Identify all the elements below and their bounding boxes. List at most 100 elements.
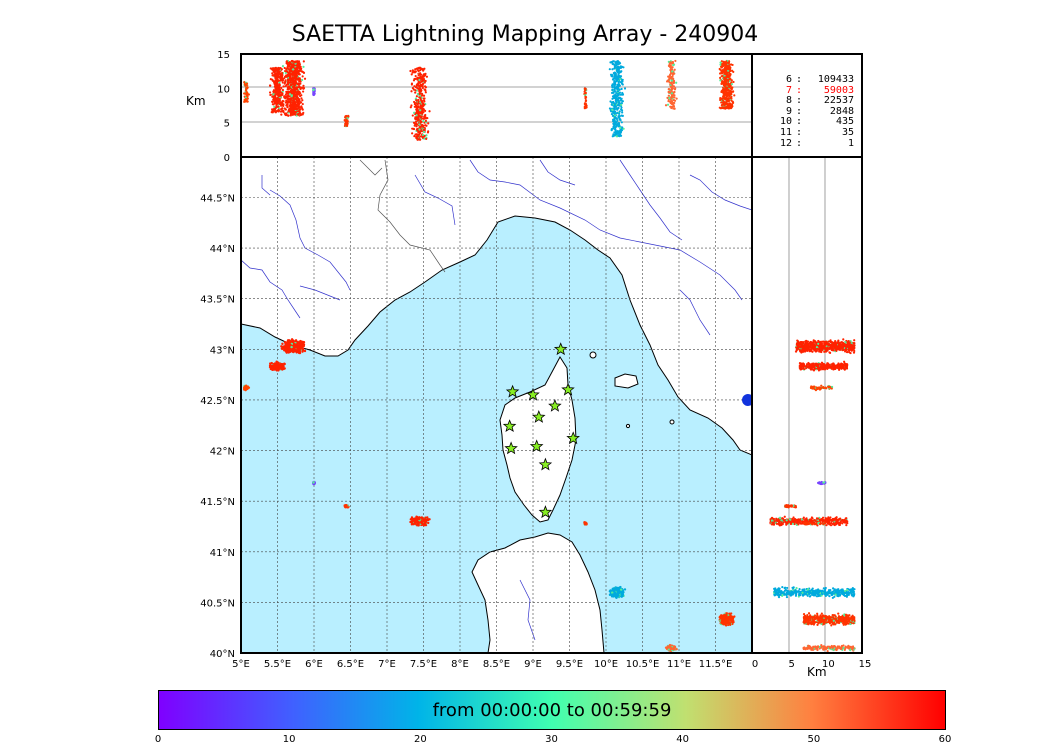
lightning-source	[416, 128, 419, 131]
lightning-source	[294, 106, 297, 109]
lightning-source	[282, 85, 285, 88]
lightning-source	[621, 93, 625, 96]
lightning-source	[610, 127, 613, 131]
map-panel[interactable]	[241, 157, 754, 653]
lightning-source	[295, 74, 298, 78]
lightning-source	[347, 114, 350, 117]
lightning-source	[620, 593, 623, 597]
lightning-source	[422, 99, 426, 102]
lightning-source	[274, 90, 277, 93]
lightning-source	[614, 73, 617, 76]
lightning-source	[270, 361, 273, 365]
lightning-source	[732, 620, 735, 624]
lightning-source	[667, 90, 670, 94]
lightning-source	[418, 128, 421, 131]
lightning-source	[620, 99, 623, 102]
lightning-source	[299, 87, 302, 90]
lightning-source	[617, 101, 621, 104]
lightning-source	[584, 105, 587, 108]
lightning-source	[300, 78, 304, 82]
lightning-source	[419, 109, 422, 112]
lightning-source	[613, 119, 617, 123]
lightning-source	[667, 80, 670, 83]
lightning-source	[615, 78, 619, 81]
lightning-source	[296, 97, 299, 100]
lightning-source	[291, 73, 295, 76]
lightning-source	[414, 91, 417, 94]
lightning-source	[420, 84, 423, 88]
lightning-source	[422, 124, 425, 127]
lightning-source	[422, 103, 425, 106]
altitude-lon-panel[interactable]	[240, 53, 753, 158]
lightning-source	[292, 101, 295, 104]
lightning-source	[292, 64, 295, 67]
lightning-source	[729, 618, 733, 621]
lightning-source	[416, 92, 419, 96]
lightning-source	[277, 74, 280, 78]
lightning-source	[421, 136, 424, 139]
lightning-source	[426, 131, 430, 134]
lightning-source	[413, 101, 416, 104]
lightning-source	[617, 103, 620, 106]
lightning-source	[298, 80, 301, 83]
lightning-source	[279, 110, 283, 113]
lightning-source	[410, 523, 414, 526]
lightning-source	[623, 87, 627, 90]
lightning-source	[289, 84, 292, 87]
lightning-source	[285, 68, 288, 71]
lightning-source	[618, 91, 622, 94]
lightning-source	[421, 522, 424, 525]
lightning-source	[730, 83, 734, 86]
lightning-source	[615, 135, 618, 138]
lightning-source	[285, 60, 288, 63]
lightning-source	[671, 66, 674, 69]
lightning-source	[273, 73, 276, 76]
lightning-source	[670, 79, 673, 82]
lightning-source	[622, 127, 625, 130]
lightning-source	[283, 367, 286, 370]
lightning-source	[621, 80, 624, 83]
lightning-source	[244, 100, 247, 103]
lightning-source	[612, 72, 615, 75]
lightning-source	[413, 85, 416, 88]
lightning-source	[584, 89, 587, 92]
lightning-source	[611, 86, 614, 89]
lightning-source	[421, 108, 425, 111]
lightning-source	[274, 67, 277, 70]
lightning-source	[615, 101, 618, 104]
lightning-source	[278, 83, 281, 86]
lightning-source	[290, 92, 293, 95]
lightning-source	[280, 367, 284, 370]
lightning-source	[297, 60, 301, 63]
lightning-source	[290, 95, 293, 98]
lightning-source	[614, 110, 617, 113]
lightning-source	[302, 60, 305, 63]
lightning-source	[293, 75, 296, 78]
lightning-source	[614, 61, 617, 64]
lightning-source	[414, 97, 417, 100]
lightning-source	[615, 99, 618, 103]
lightning-source	[421, 133, 425, 137]
lightning-source	[286, 79, 290, 82]
lightning-source	[281, 65, 285, 68]
lightning-source	[294, 70, 297, 73]
lightning-source	[725, 614, 728, 617]
lightning-source	[303, 77, 307, 80]
lightning-source	[288, 87, 292, 90]
lightning-source	[423, 117, 427, 120]
lightning-source	[282, 109, 285, 112]
lightning-source	[612, 60, 615, 63]
lightning-source	[285, 351, 288, 354]
lightning-source	[292, 348, 295, 351]
lightning-source	[413, 111, 416, 114]
lightning-source	[297, 106, 300, 109]
lightning-source	[672, 81, 675, 85]
lightning-source	[244, 385, 247, 388]
lightning-source	[295, 99, 298, 102]
lightning-source	[584, 97, 587, 100]
lightning-source	[409, 69, 412, 73]
lightning-source	[424, 119, 428, 122]
lightning-source	[614, 93, 617, 97]
lightning-source	[618, 130, 621, 133]
lightning-source	[614, 130, 617, 134]
